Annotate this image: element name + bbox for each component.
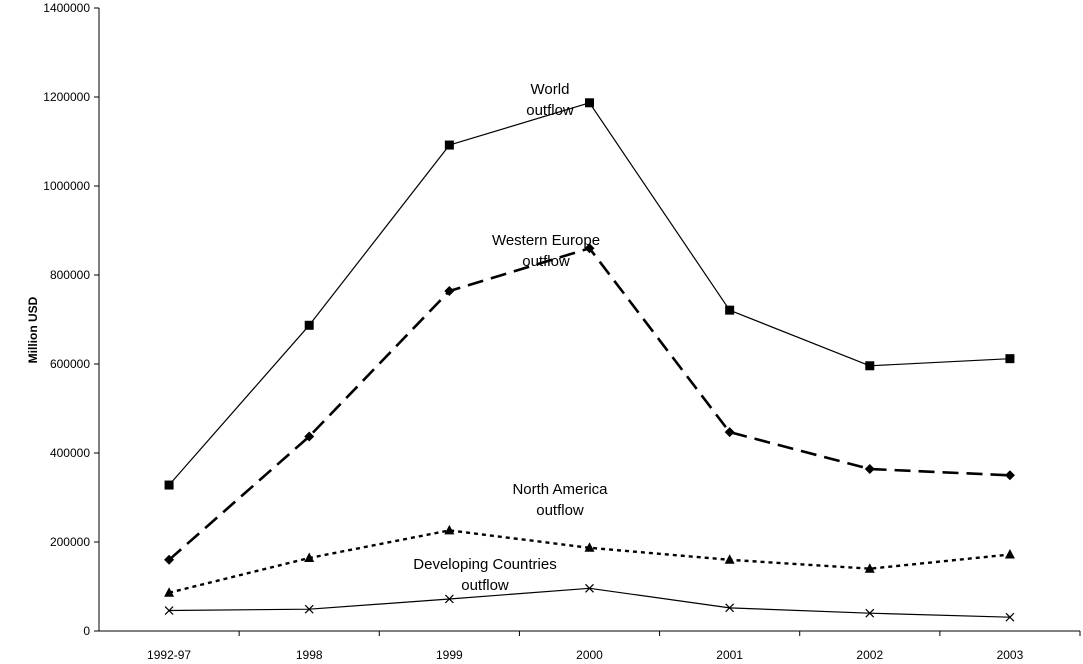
marker-stroke (1005, 612, 1015, 622)
data-point-marker (304, 552, 315, 563)
x-tick-label: 2002 (856, 648, 883, 662)
data-point-marker (864, 464, 875, 475)
annotation-line: Western Europe (492, 232, 600, 249)
data-point-marker (865, 608, 875, 618)
data-point-marker (1004, 548, 1015, 559)
y-tick-label: 1400000 (43, 1, 90, 15)
y-axis-title-group: Million USD (26, 296, 40, 363)
annotation-line: outflow (461, 577, 509, 594)
annotation-line: Developing Countries (413, 556, 556, 573)
data-point-marker (1005, 612, 1015, 622)
y-tick-label: 200000 (50, 535, 90, 549)
data-point-marker (584, 542, 595, 552)
y-tick-label: 1200000 (43, 90, 90, 104)
annotation-line: North America (512, 481, 608, 498)
data-point-marker (724, 427, 735, 438)
x-tick-label: 1998 (296, 648, 323, 662)
series-line-3 (168, 529, 1011, 594)
data-point-marker (304, 320, 314, 330)
series-lines (168, 102, 1011, 618)
annotation-3: North America outflow (512, 481, 608, 519)
data-point-marker (164, 554, 175, 565)
y-tick-label: 600000 (50, 357, 90, 371)
y-ticks: 0 200000 400000 600000 800000 1000000 1200000 1… (43, 1, 99, 638)
series-line-1 (168, 102, 1010, 486)
annotation-2: Western Europe outflow (492, 232, 600, 270)
y-tick-label: 400000 (50, 446, 90, 460)
y-tick-label: 1000000 (43, 179, 90, 193)
x-tick-label: 2000 (576, 648, 603, 662)
series-line-2 (168, 247, 1010, 561)
data-point-marker (725, 305, 735, 315)
data-point-marker (444, 140, 454, 150)
x-tick-label: 1992-97 (147, 648, 191, 662)
y-tick-label: 800000 (50, 268, 90, 282)
annotation-line: outflow (522, 253, 570, 270)
marker-stroke (304, 604, 314, 614)
data-point-marker (865, 361, 875, 371)
annotation-1: World outflow (526, 81, 574, 119)
data-point-marker (1004, 470, 1015, 481)
x-tick-label: 1999 (436, 648, 463, 662)
data-point-marker (585, 98, 594, 108)
series-line-4 (169, 587, 1010, 618)
annotation-line: outflow (526, 102, 574, 119)
data-point-marker (724, 554, 735, 564)
data-point-marker (304, 431, 315, 442)
marker-stroke (725, 603, 735, 613)
data-point-marker (304, 604, 314, 614)
annotation-4: Developing Countries outflow (413, 556, 556, 594)
annotation-line: World (531, 81, 570, 98)
data-point-marker (444, 286, 455, 297)
data-point-marker (444, 594, 454, 604)
markers (164, 98, 1015, 622)
x-ticks: 1992-97 1998 1999 2000 2001 2002 2003 (147, 631, 1081, 662)
x-tick-label: 2001 (716, 648, 743, 662)
marker-stroke (444, 594, 454, 604)
data-point-marker (164, 606, 174, 615)
data-point-marker (725, 603, 735, 613)
marker-stroke (865, 608, 875, 618)
data-point-marker (164, 480, 174, 490)
axes (98, 8, 1080, 632)
x-tick-label: 2003 (997, 648, 1024, 662)
y-axis-title: Million USD (26, 296, 40, 363)
data-point-marker (864, 563, 875, 573)
data-point-marker (444, 524, 455, 535)
data-point-marker (584, 243, 595, 254)
data-point-marker (164, 587, 175, 597)
marker-stroke (585, 583, 594, 593)
data-point-marker (585, 583, 594, 593)
y-tick-label: 0 (83, 624, 90, 638)
annotation-line: outflow (536, 502, 584, 519)
data-point-marker (1005, 354, 1015, 364)
marker-stroke (164, 606, 174, 615)
